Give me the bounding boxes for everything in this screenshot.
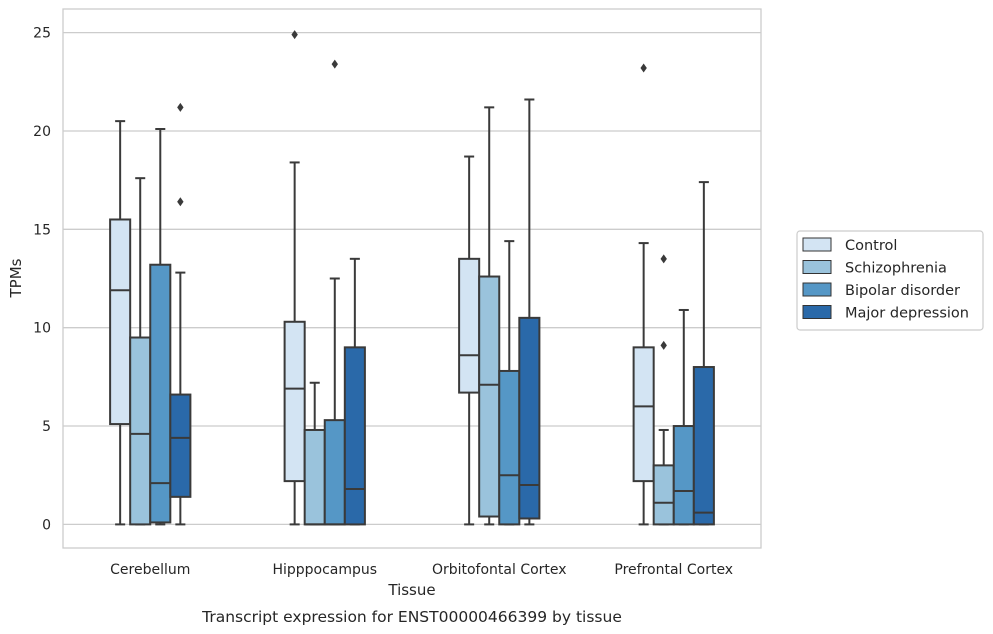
legend-swatch (802, 260, 832, 274)
legend-label: Control (845, 238, 897, 254)
legend-frame (796, 230, 984, 331)
chart-caption: Transcript expression for ENST0000046639… (201, 608, 622, 626)
box-iqr (632, 346, 655, 483)
legend-label: Bipolar disorder (845, 283, 960, 299)
y-tick-label: 20 (33, 124, 51, 140)
x-tick-label: Hipppocampus (272, 562, 377, 578)
box (478, 106, 501, 526)
y-tick-label: 5 (42, 419, 51, 435)
y-tick-label: 25 (33, 26, 51, 42)
box-iqr (323, 419, 346, 526)
x-tick-label: Cerebellum (110, 562, 190, 578)
box-iqr (169, 393, 192, 498)
box (343, 257, 366, 526)
legend: Control Schizophrenia Bipolar disorder Majo… (796, 230, 984, 331)
outlier-point (660, 254, 667, 264)
box (498, 240, 521, 526)
box-series (109, 30, 715, 526)
box (672, 308, 695, 526)
box-iqr (129, 336, 152, 526)
box-iqr (692, 366, 715, 526)
box (692, 181, 715, 526)
box (283, 30, 306, 526)
box (323, 59, 346, 526)
legend-swatch (802, 237, 832, 252)
y-axis-label: TPMs (7, 258, 25, 298)
box-iqr (109, 218, 132, 426)
y-tick-labels: 0 5 10 15 20 25 (33, 26, 51, 534)
outlier-point (640, 63, 647, 73)
y-tick-label: 0 (42, 517, 51, 533)
box (303, 381, 326, 526)
box (169, 102, 192, 526)
x-axis-label: Tissue (387, 581, 435, 599)
box-iqr (672, 425, 695, 526)
outlier-point (660, 340, 667, 350)
box-iqr (458, 257, 481, 394)
legend-swatch (802, 282, 832, 297)
box (632, 63, 655, 526)
box (109, 120, 132, 526)
x-tick-labels: Cerebellum Hipppocampus Orbitofontal Corte… (110, 562, 733, 578)
box (458, 155, 481, 526)
outlier-point (177, 102, 184, 112)
box-iqr (283, 320, 306, 483)
outlier-point (331, 59, 338, 69)
y-tick-label: 10 (33, 321, 51, 337)
outlier-point (291, 30, 298, 40)
x-tick-label: Prefrontal Cortex (614, 562, 733, 578)
box-iqr (343, 346, 366, 526)
box (129, 177, 152, 526)
plot-frame (62, 8, 762, 549)
outlier-point (177, 197, 184, 207)
box-iqr (303, 428, 326, 526)
box (149, 127, 172, 526)
x-tick-label: Orbitofontal Cortex (432, 562, 567, 578)
box (652, 254, 675, 526)
legend-swatch (802, 305, 832, 319)
box-iqr (478, 275, 501, 518)
box-iqr (652, 464, 675, 526)
box-iqr (498, 369, 521, 526)
box-iqr (518, 316, 541, 520)
y-tick-label: 15 (33, 222, 51, 238)
box (518, 98, 541, 526)
legend-label: Schizophrenia (845, 261, 947, 277)
legend-label: Major depression (845, 306, 969, 322)
